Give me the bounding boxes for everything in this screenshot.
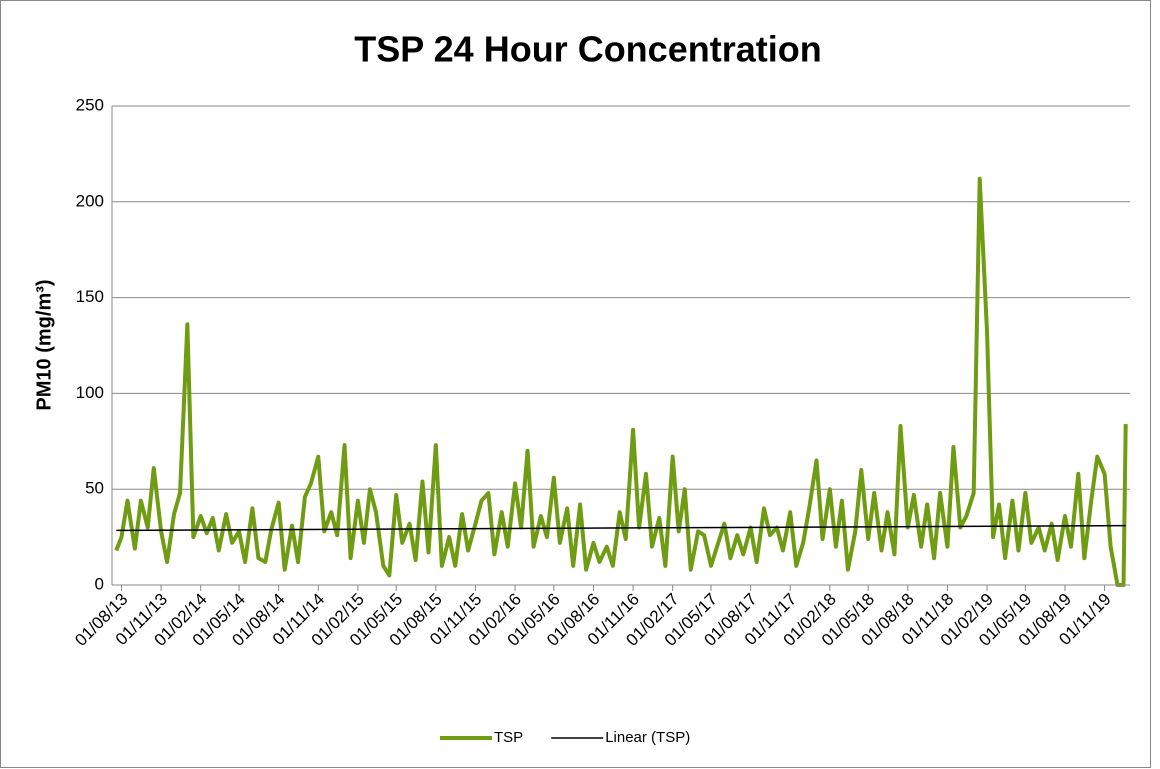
series-line [116,524,1126,532]
y-tick-label: 150 [76,287,104,306]
y-tick-label: 0 [95,574,104,593]
legend-label: Linear (TSP) [605,729,690,746]
legend-label: TSP [494,729,523,746]
series-line [114,176,1128,587]
y-tick-label: 250 [76,95,104,114]
y-tick-label: 100 [76,383,104,402]
chart-title: TSP 24 Hour Concentration [354,29,821,70]
y-tick-label: 50 [85,479,104,498]
y-tick-label: 200 [76,191,104,210]
y-axis-label: PM10 (mg/m³) [33,279,55,410]
